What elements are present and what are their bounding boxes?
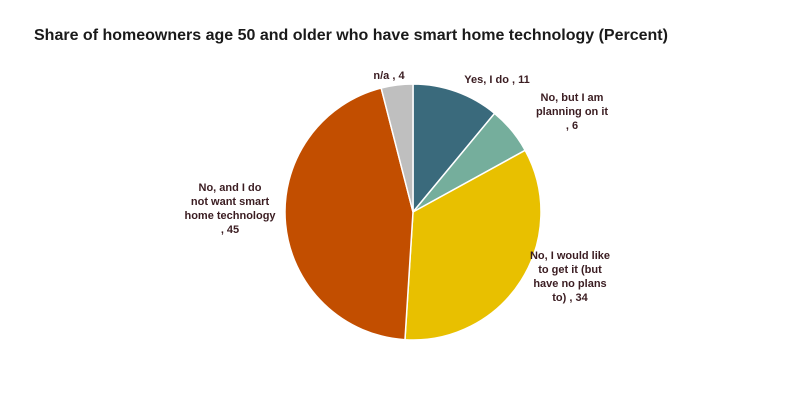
slice-labels: Yes, I do , 11 No, but I am planning on it…: [184, 70, 610, 304]
slice-label-1: Yes, I do , 11: [464, 74, 529, 86]
slice-label-5: n/a , 4: [373, 70, 405, 82]
pie-slice-1: [412, 83, 496, 215]
slice-label-4: No, and I do not want smart home technolog…: [184, 182, 276, 236]
slice-label-3: No, I would like to get it (but have no pl…: [530, 250, 610, 304]
pie-slice-3: [404, 149, 542, 341]
slice-label-2: No, but I am planning on it, 6: [536, 92, 608, 132]
pie-slice-5: [380, 83, 414, 213]
pie-slices: [284, 83, 542, 341]
chart-title: Share of homeowners age 50 and older who…: [34, 27, 668, 44]
pie-slice-4: [284, 87, 414, 341]
